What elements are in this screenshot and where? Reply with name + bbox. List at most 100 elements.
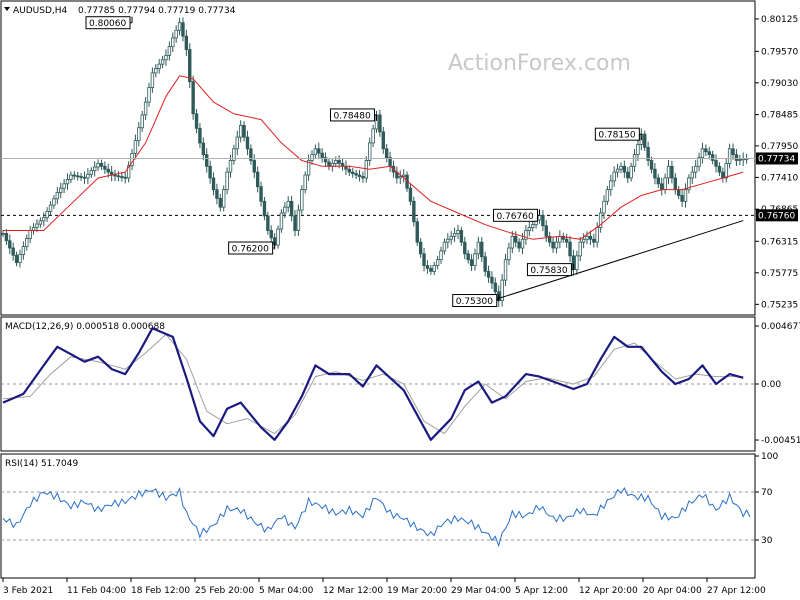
- candle-body: [660, 183, 664, 191]
- candle-body: [452, 233, 457, 237]
- candle-body: [595, 227, 599, 243]
- annotation-box: [330, 108, 375, 122]
- candle-body: [164, 54, 168, 61]
- candle-body: [500, 279, 504, 301]
- price-tick-label: 0.77950: [761, 142, 798, 152]
- annotation-label: 0.80060: [89, 19, 126, 29]
- candle-body: [435, 259, 440, 266]
- candle-body: [738, 159, 742, 161]
- candle-body: [422, 253, 426, 266]
- candle-body: [697, 157, 701, 167]
- candle-body: [687, 177, 691, 191]
- candle-body: [8, 240, 12, 249]
- candle-body: [184, 35, 189, 50]
- candle-body: [649, 160, 654, 170]
- current-price-label: 0.77734: [758, 154, 795, 164]
- macd-tick-label: 0.00: [761, 380, 781, 390]
- candle-body: [721, 171, 725, 179]
- candle-body: [459, 230, 464, 243]
- candle-body: [724, 162, 728, 179]
- candle-body: [357, 174, 362, 177]
- candle-body: [547, 235, 552, 243]
- x-tick-label: 12 Apr 20:00: [579, 586, 638, 596]
- support-line-group: 0.76760: [1, 209, 798, 222]
- candle-body: [201, 142, 206, 156]
- macd-main-line: [2, 327, 744, 441]
- candle-body: [564, 238, 569, 243]
- candle-body: [79, 176, 83, 178]
- x-tick-label: 3 Feb 2021: [3, 586, 53, 596]
- candle-body: [588, 235, 593, 240]
- candle-body: [215, 189, 219, 199]
- moving-average-group: [3, 75, 744, 240]
- candle-body: [45, 210, 49, 219]
- candle-body: [28, 230, 32, 239]
- candle-body: [575, 255, 579, 271]
- candle-body: [211, 177, 216, 191]
- x-tick-label: 12 Mar 12:00: [323, 586, 383, 596]
- candle-body: [643, 133, 647, 148]
- candle-body: [188, 49, 192, 83]
- x-tick-label: 19 Mar 20:00: [387, 586, 447, 596]
- candle-body: [368, 142, 372, 161]
- candle-body: [710, 154, 715, 161]
- candle-body: [537, 214, 542, 221]
- x-tick-label: 5 Mar 04:00: [259, 586, 314, 596]
- candle-body: [683, 189, 688, 202]
- x-tick-label: 11 Feb 04:00: [67, 586, 126, 596]
- trendline: [491, 220, 744, 302]
- candle-body: [731, 148, 735, 156]
- x-tick-label: 27 Apr 12:00: [707, 586, 766, 596]
- macd-lines-group: [1, 327, 755, 441]
- candle-body: [507, 247, 511, 261]
- current-price-box: [756, 152, 798, 165]
- candle-body: [707, 151, 711, 156]
- candle-body: [133, 140, 138, 154]
- candle-body: [130, 153, 134, 167]
- candle-body: [520, 238, 525, 249]
- candle-body: [544, 225, 548, 237]
- candle-body: [116, 175, 121, 178]
- candle-body: [371, 128, 375, 144]
- candle-body: [415, 221, 419, 243]
- candle-body: [503, 259, 508, 281]
- candle-body: [486, 270, 491, 278]
- macd-panel: [0, 316, 756, 452]
- annotation-label: 0.76760: [496, 212, 533, 222]
- annotation-box: [594, 127, 640, 141]
- candle-body: [592, 238, 596, 243]
- candle-body: [154, 68, 158, 74]
- candle-body: [160, 59, 165, 65]
- candle-body: [612, 171, 616, 182]
- annotation-label: 0.78480: [334, 111, 371, 121]
- candle-body: [242, 125, 246, 138]
- candle-body: [514, 235, 518, 243]
- candle-body: [327, 161, 331, 167]
- candles-group: [1, 17, 749, 307]
- candle-body: [602, 200, 606, 214]
- candle-body: [439, 250, 443, 261]
- dropdown-triangle-icon[interactable]: [4, 7, 10, 11]
- annotations-group: 0.80060 0.78480 0.76200 0.76760 0.78150 0.758…: [85, 16, 642, 308]
- candle-body: [286, 200, 290, 208]
- candle-body: [646, 146, 650, 161]
- x-tick-label: 20 Apr 04:00: [643, 586, 702, 596]
- candle-body: [208, 165, 212, 179]
- x-tick-label: 29 Mar 04:00: [451, 586, 511, 596]
- symbol-label: AUDUSD,H4: [13, 6, 68, 16]
- candle-body: [1, 233, 5, 235]
- rsi-tick-label: 30: [761, 536, 773, 546]
- candle-body: [59, 187, 63, 193]
- candle-body: [120, 176, 124, 178]
- support-price-label: 0.76760: [758, 211, 795, 221]
- candle-body: [96, 162, 100, 168]
- candle-body: [296, 209, 301, 231]
- candle-body: [354, 173, 358, 176]
- candle-body: [581, 238, 586, 243]
- candle-body: [113, 174, 117, 177]
- candle-body: [167, 46, 172, 56]
- candle-body: [225, 171, 229, 191]
- price-tick-label: 0.75775: [761, 269, 798, 279]
- candle-body: [279, 212, 284, 230]
- candle-body: [337, 160, 341, 164]
